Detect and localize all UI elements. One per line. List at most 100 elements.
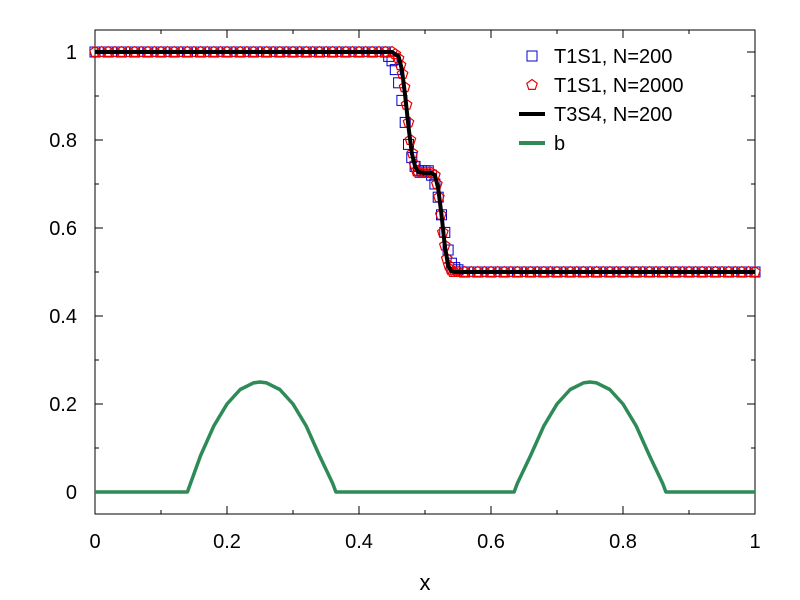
data-point xyxy=(537,265,550,277)
data-point xyxy=(557,265,570,277)
data-point xyxy=(108,45,121,58)
x-tick-label: 0.6 xyxy=(477,531,505,553)
legend-item: T3S4, N=200 xyxy=(519,104,672,126)
data-point xyxy=(676,265,689,277)
legend-swatch xyxy=(526,78,538,91)
data-point xyxy=(260,45,273,58)
data-point xyxy=(465,265,478,277)
data-point xyxy=(267,45,280,58)
data-point xyxy=(524,265,537,277)
x-tick-label: 0 xyxy=(89,531,100,553)
data-point xyxy=(201,45,214,58)
data-point xyxy=(471,265,484,277)
data-point xyxy=(478,265,491,277)
data-point xyxy=(656,265,669,277)
data-point xyxy=(102,45,115,58)
legend-label: b xyxy=(554,133,565,155)
data-point xyxy=(603,265,616,277)
series-2 xyxy=(95,50,755,274)
data-point xyxy=(141,45,154,58)
series-line xyxy=(95,50,755,274)
data-point xyxy=(320,45,332,58)
data-point xyxy=(379,45,392,58)
x-tick-label: 0.4 xyxy=(345,531,373,553)
data-point xyxy=(221,45,233,58)
data-point xyxy=(577,265,590,277)
y-tick-label: 1 xyxy=(66,42,77,64)
data-point xyxy=(491,265,504,277)
data-point xyxy=(234,45,247,58)
data-point xyxy=(247,45,260,58)
data-point xyxy=(551,265,563,277)
data-point xyxy=(564,265,577,277)
data-point xyxy=(148,45,161,58)
data-point xyxy=(683,265,695,277)
data-point xyxy=(597,265,610,277)
data-point xyxy=(531,265,544,277)
data-point xyxy=(122,45,134,58)
data-point xyxy=(643,265,656,277)
legend-label: T3S4, N=200 xyxy=(554,104,672,126)
data-point xyxy=(95,45,108,58)
x-tick-labels: 0 0.2 0.4 0.6 0.8 1 xyxy=(89,531,760,553)
data-point xyxy=(742,265,755,277)
data-point xyxy=(346,45,359,58)
data-point xyxy=(89,45,101,58)
data-point xyxy=(280,45,293,58)
data-point xyxy=(689,265,702,277)
data-point xyxy=(161,45,174,58)
data-point xyxy=(300,45,313,58)
x-tick-label: 0.8 xyxy=(609,531,637,553)
data-point xyxy=(749,265,761,277)
data-point xyxy=(128,45,141,58)
data-point xyxy=(326,45,339,58)
y-tick-label: 0 xyxy=(66,482,77,504)
data-point xyxy=(181,45,194,58)
data-point xyxy=(544,265,557,277)
legend: T1S1, N=200 T1S1, N=2000 T3S4, N=200 b xyxy=(519,46,684,155)
legend-item: T1S1, N=2000 xyxy=(526,75,684,97)
data-point xyxy=(650,265,662,277)
series-layer xyxy=(89,45,761,494)
data-point xyxy=(293,45,306,58)
data-point xyxy=(485,265,497,277)
data-point xyxy=(188,45,200,58)
data-point xyxy=(313,45,326,58)
legend-item: T1S1, N=200 xyxy=(526,46,672,68)
data-point xyxy=(240,45,253,58)
data-point xyxy=(630,265,643,277)
data-point xyxy=(372,45,385,58)
data-point xyxy=(696,265,709,277)
data-point xyxy=(570,265,583,277)
legend-item: b xyxy=(519,133,565,155)
data-point xyxy=(702,265,715,277)
data-point xyxy=(729,265,742,277)
legend-label: T1S1, N=2000 xyxy=(554,75,684,97)
y-tick-labels: 0 0.2 0.4 0.6 0.8 1 xyxy=(49,42,77,504)
data-point xyxy=(115,45,128,58)
data-point xyxy=(511,265,524,277)
x-axis-title: x xyxy=(420,570,431,595)
data-point xyxy=(623,265,636,277)
data-point xyxy=(722,265,735,277)
data-point xyxy=(366,45,379,58)
data-point xyxy=(207,45,220,58)
data-point xyxy=(254,45,266,58)
data-point xyxy=(227,45,240,58)
data-point xyxy=(174,45,187,58)
data-point xyxy=(333,45,346,58)
data-point xyxy=(194,45,207,58)
legend-label: T1S1, N=200 xyxy=(554,46,672,68)
x-tick-label: 1 xyxy=(749,531,760,553)
data-point xyxy=(663,265,676,277)
data-point xyxy=(359,45,372,58)
data-point xyxy=(636,265,649,277)
series-line xyxy=(95,380,755,494)
y-tick-label: 0.2 xyxy=(49,394,77,416)
data-point xyxy=(135,45,148,58)
data-point xyxy=(504,265,517,277)
data-point xyxy=(273,45,286,58)
y-tick-label: 0.8 xyxy=(49,130,77,152)
y-tick-label: 0.6 xyxy=(49,218,77,240)
